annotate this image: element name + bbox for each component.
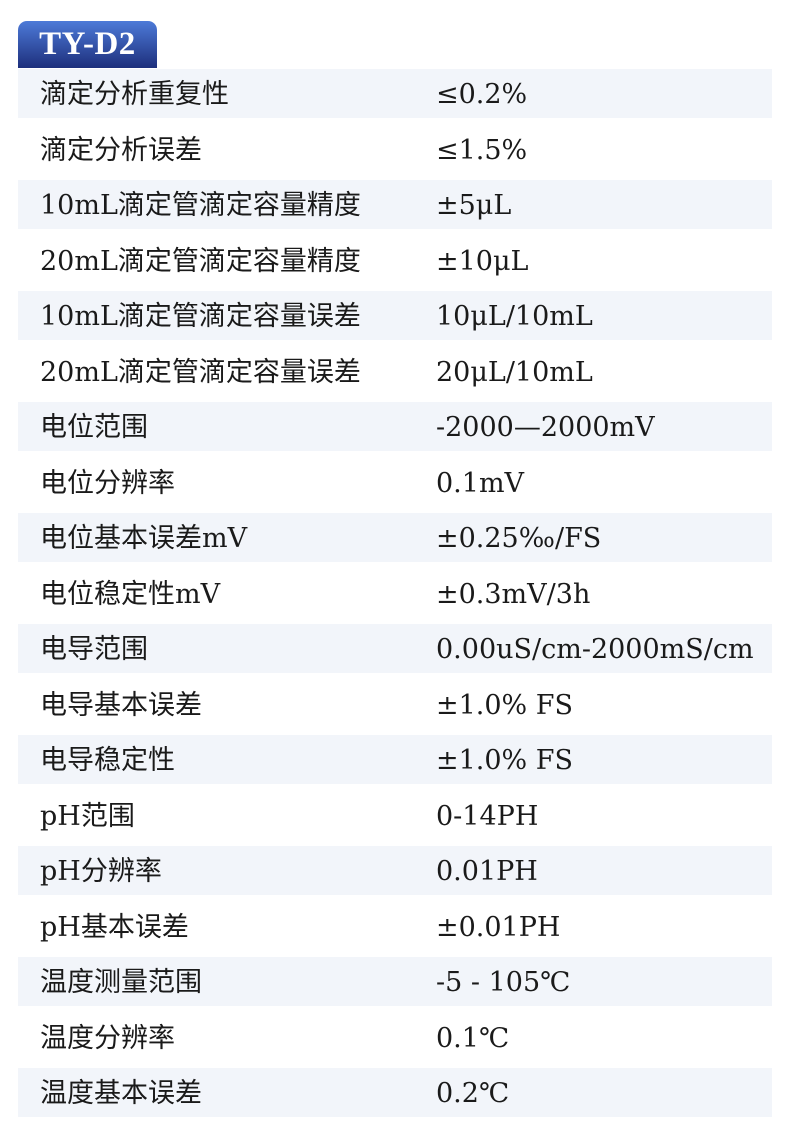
spec-row: pH范围 0-14PH [18,791,772,847]
spec-value: ≤1.5% [436,134,528,166]
model-tab-title: TY-D2 [18,21,157,68]
spec-label: 滴定分析重复性 [40,79,229,110]
spec-row: 10mL滴定管滴定容量精度 ±5μL [18,180,772,236]
spec-value: 0-14PH [436,800,539,832]
spec-row: 电位稳定性mV ±0.3mV/3h [18,569,772,625]
spec-label: 温度测量范围 [40,967,202,998]
spec-row: 10mL滴定管滴定容量误差 10μL/10mL [18,291,772,347]
spec-label: pH分辨率 [40,856,162,887]
spec-row: 20mL滴定管滴定容量精度 ±10μL [18,236,772,292]
spec-value: ±0.25‰/FS [436,523,602,554]
spec-label: 温度基本误差 [40,1078,202,1109]
spec-label: pH范围 [40,800,135,832]
spec-value: ≤0.2% [436,79,528,110]
spec-value: ±0.01PH [436,911,561,943]
spec-label: 滴定分析误差 [40,134,202,166]
spec-value: -5 - 105℃ [436,967,571,998]
spec-label: 电导范围 [40,634,148,665]
spec-label: 10mL滴定管滴定容量误差 [40,301,361,332]
spec-row: 温度分辨率 0.1℃ [18,1013,772,1069]
spec-label: 电导基本误差 [40,689,202,721]
spec-label: 电位分辨率 [40,467,175,499]
spec-value: 0.01PH [436,856,538,887]
spec-label: 电位范围 [40,412,148,443]
spec-row: 电位基本误差mV ±0.25‰/FS [18,513,772,569]
spec-value: -2000—2000mV [436,412,655,443]
spec-value: ±10μL [436,245,529,277]
spec-value: 10μL/10mL [436,301,593,332]
spec-table: 滴定分析重复性 ≤0.2% 滴定分析误差 ≤1.5% 10mL滴定管滴定容量精度 ±5μL… [18,69,772,1124]
spec-row: 电导稳定性 ±1.0% FS [18,735,772,791]
spec-row: 20mL滴定管滴定容量误差 20μL/10mL [18,347,772,403]
spec-label: pH基本误差 [40,911,189,943]
spec-row: 温度测量范围 -5 - 105℃ [18,957,772,1013]
spec-value: 0.1mV [436,467,525,499]
spec-value: 0.1℃ [436,1022,510,1054]
spec-value: ±5μL [436,190,512,221]
spec-label: 电位基本误差mV [40,523,248,554]
spec-label: 10mL滴定管滴定容量精度 [40,190,361,221]
spec-row: 电导范围 0.00uS/cm-2000mS/cm [18,624,772,680]
spec-row: 滴定分析误差 ≤1.5% [18,125,772,181]
spec-label: 电导稳定性 [40,745,175,776]
spec-label: 温度分辨率 [40,1022,175,1054]
spec-value: ±1.0% FS [436,745,574,776]
spec-row: 电位范围 -2000—2000mV [18,402,772,458]
spec-value: ±0.3mV/3h [436,578,591,610]
spec-label: 20mL滴定管滴定容量误差 [40,356,361,388]
spec-value: 0.2℃ [436,1078,510,1109]
spec-label: 20mL滴定管滴定容量精度 [40,245,361,277]
spec-row: 电导基本误差 ±1.0% FS [18,680,772,736]
spec-value: 20μL/10mL [436,356,593,388]
spec-row: 电位分辨率 0.1mV [18,458,772,514]
spec-row: pH基本误差 ±0.01PH [18,902,772,958]
spec-row: pH分辨率 0.01PH [18,846,772,902]
spec-value: 0.00uS/cm-2000mS/cm [436,634,754,665]
spec-value: ±1.0% FS [436,689,574,721]
spec-label: 电位稳定性mV [40,578,221,610]
spec-row: 温度基本误差 0.2℃ [18,1068,772,1124]
spec-row: 滴定分析重复性 ≤0.2% [18,69,772,125]
